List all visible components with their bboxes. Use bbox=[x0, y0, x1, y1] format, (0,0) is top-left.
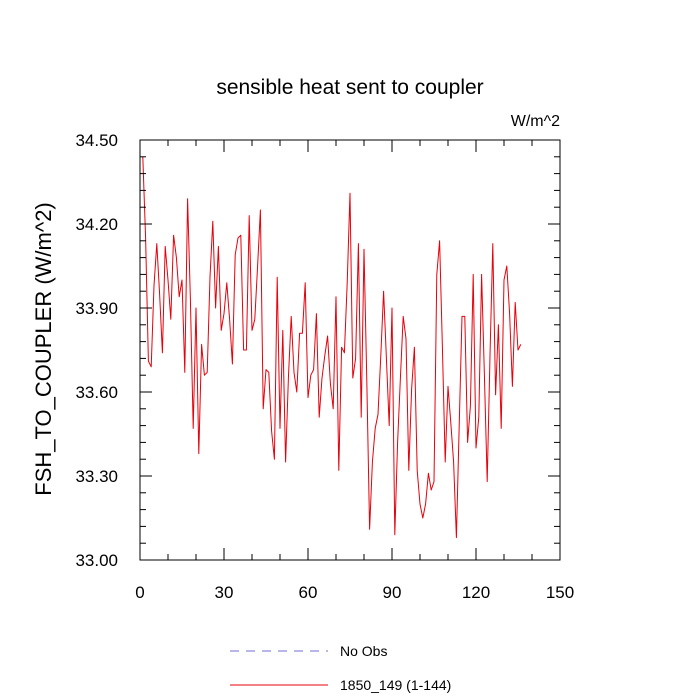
x-tick-label: 120 bbox=[462, 583, 490, 602]
x-tick-label: 90 bbox=[383, 583, 402, 602]
plot-frame bbox=[139, 139, 561, 561]
x-tick-label: 0 bbox=[135, 583, 144, 602]
legend-label-no-obs: No Obs bbox=[340, 643, 387, 659]
y-tick-labels: 33.00 33.30 33.60 33.90 34.20 34.50 bbox=[75, 131, 118, 570]
y-tick-label: 33.60 bbox=[75, 383, 118, 402]
y-tick-label: 33.90 bbox=[75, 299, 118, 318]
series-line-0 bbox=[142, 156, 522, 539]
x-tick-labels: 0 30 60 90 120 150 bbox=[135, 583, 574, 602]
units-label: W/m^2 bbox=[511, 113, 560, 130]
legend-label-1850-149: 1850_149 (1-144) bbox=[340, 677, 451, 693]
y-axis-label: FSH_TO_COUPLER (W/m^2) bbox=[31, 202, 56, 496]
ticks-layer bbox=[139, 139, 561, 561]
y-tick-label: 33.30 bbox=[75, 467, 118, 486]
x-tick-label: 30 bbox=[215, 583, 234, 602]
y-tick-label: 33.00 bbox=[75, 551, 118, 570]
series-layer bbox=[142, 156, 522, 539]
legend: No Obs 1850_149 (1-144) bbox=[230, 643, 451, 693]
x-tick-label: 60 bbox=[299, 583, 318, 602]
y-tick-label: 34.50 bbox=[75, 131, 118, 150]
y-tick-label: 34.20 bbox=[75, 215, 118, 234]
chart-title: sensible heat sent to coupler bbox=[216, 76, 483, 99]
x-tick-label: 150 bbox=[546, 583, 574, 602]
